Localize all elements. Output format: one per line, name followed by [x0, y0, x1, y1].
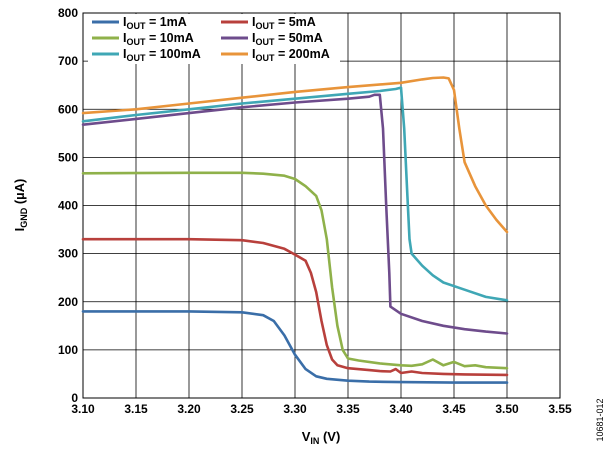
- legend-label-1mA: IOUT = 1mA: [123, 15, 187, 31]
- x-tick-label: 3.55: [548, 402, 572, 416]
- series-line-200mA: [81, 76, 509, 234]
- x-tick-label: 3.45: [442, 402, 466, 416]
- legend-label-50mA: IOUT = 50mA: [252, 31, 323, 47]
- x-tick-labels: 3.10 3.15 3.20 3.25 3.30 3.35 3.40 3.45 3.50 3.55: [71, 402, 572, 416]
- series-line-5mA: [81, 237, 509, 377]
- x-tick-label: 3.30: [283, 402, 307, 416]
- y-tick-label: 100: [58, 343, 78, 357]
- x-tick-label: 3.40: [389, 402, 413, 416]
- x-axis-title: VIN (V): [302, 429, 341, 446]
- y-tick-label: 500: [58, 150, 78, 164]
- y-axis-title: IGND (µA): [12, 179, 29, 232]
- series-line-100mA: [81, 86, 509, 302]
- legend: IOUT = 1mA IOUT = 5mA IOUT = 10mA IOUT = 50…: [88, 14, 340, 64]
- figure-id: 10681-012: [595, 398, 605, 441]
- y-tick-label: 400: [58, 199, 78, 213]
- y-tick-label: 200: [58, 295, 78, 309]
- series-lines: [81, 76, 509, 384]
- x-tick-label: 3.20: [177, 402, 201, 416]
- legend-label-200mA: IOUT = 200mA: [252, 47, 330, 63]
- series-line-10mA: [81, 171, 509, 370]
- y-tick-label: 700: [58, 54, 78, 68]
- legend-label-10mA: IOUT = 10mA: [123, 31, 194, 47]
- legend-label-100mA: IOUT = 100mA: [123, 47, 201, 63]
- legend-label-5mA: IOUT = 5mA: [252, 15, 316, 31]
- x-tick-label: 3.25: [230, 402, 254, 416]
- legend-box: [88, 14, 340, 64]
- y-tick-label: 300: [58, 247, 78, 261]
- y-tick-label: 0: [71, 391, 78, 405]
- x-tick-label: 3.35: [336, 402, 360, 416]
- grid: [83, 13, 560, 398]
- x-tick-label: 3.10: [71, 402, 95, 416]
- x-tick-label: 3.50: [495, 402, 519, 416]
- series-line-1mA: [81, 310, 509, 384]
- y-tick-label: 600: [58, 102, 78, 116]
- series-line-50mA: [81, 93, 509, 335]
- x-tick-label: 3.15: [124, 402, 148, 416]
- y-tick-labels: 0 100 200 300 400 500 600 700 800: [58, 6, 78, 405]
- y-tick-label: 800: [58, 6, 78, 20]
